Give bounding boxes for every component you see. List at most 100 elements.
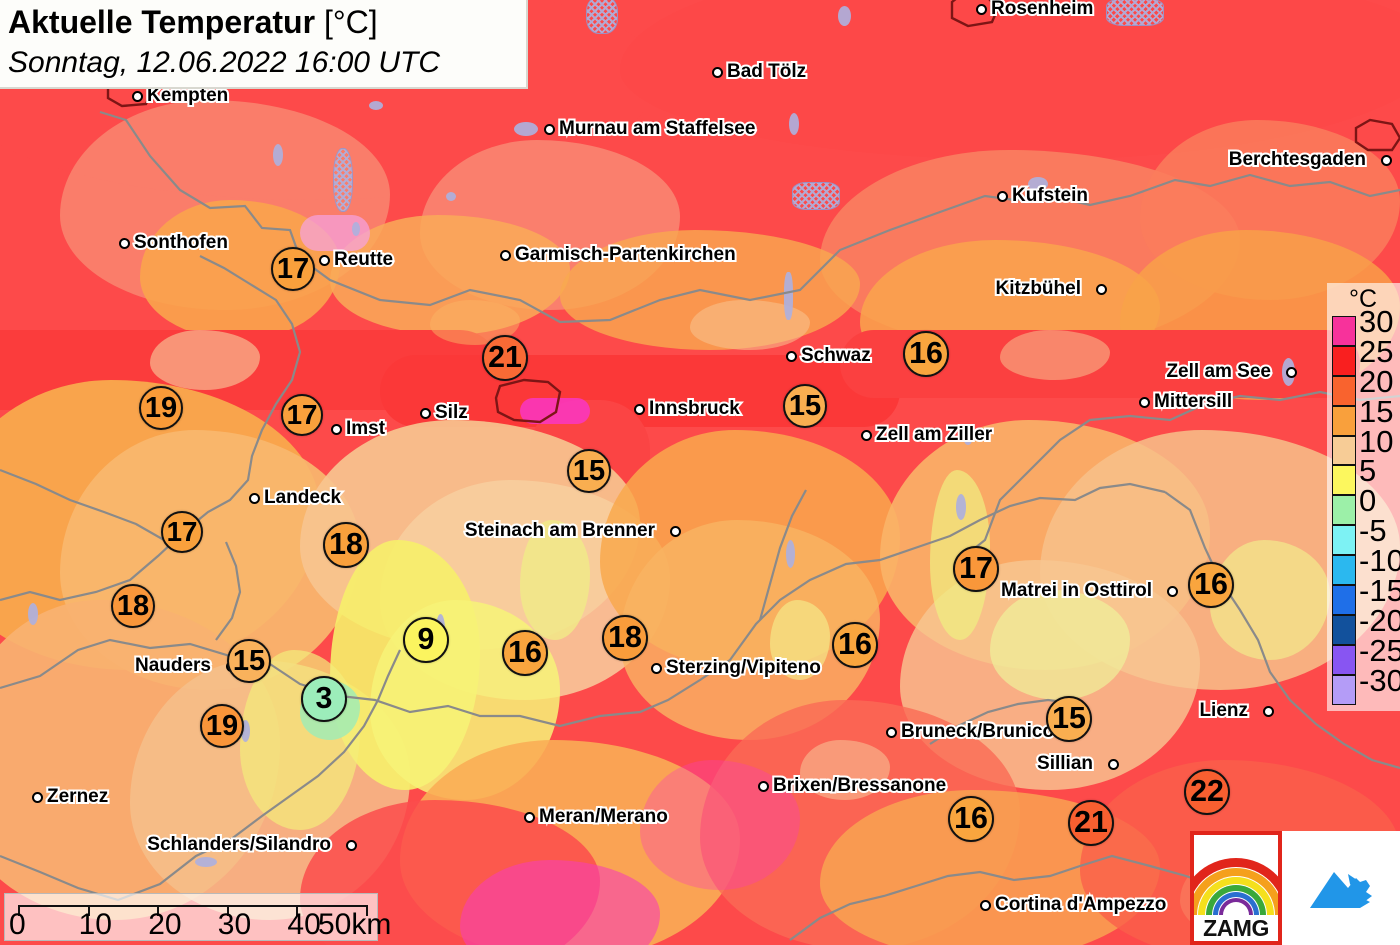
station-temperature-marker[interactable]: 17 [271, 247, 315, 291]
city-dot-icon [1139, 397, 1150, 408]
station-temperature-marker[interactable]: 18 [111, 584, 155, 628]
legend-band: 5 [1332, 455, 1376, 496]
legend-swatch [1332, 465, 1356, 496]
station-temperature-marker[interactable]: 21 [482, 335, 528, 381]
city-dot-icon [712, 67, 723, 78]
lake [784, 272, 793, 320]
legend-swatch [1332, 316, 1356, 346]
city-dot-icon [1263, 706, 1274, 717]
legend-swatch [1332, 644, 1356, 675]
city-label: Cortina d'Ampezzo [993, 892, 1168, 917]
temperature-legend: °C 30 25 20 15 10 5 0 -5 -10 -15 -20 -25 -30 [1327, 283, 1400, 711]
legend-band: 10 [1332, 426, 1393, 466]
city-dot-icon [1381, 155, 1392, 166]
city-dot-icon [524, 812, 535, 823]
city-dot-icon [997, 191, 1008, 202]
legend-band: -25 [1332, 635, 1400, 675]
legend-band: -10 [1332, 545, 1400, 586]
station-temperature-marker[interactable]: 15 [567, 449, 611, 493]
map-title-box: Aktuelle Temperatur [°C] Sonntag, 12.06.… [0, 0, 528, 89]
city-label: Schwaz [799, 343, 873, 368]
station-temperature-value: 19 [205, 709, 239, 742]
legend-unit-label: °C [1349, 285, 1378, 313]
station-temperature-marker[interactable]: 22 [1184, 769, 1230, 815]
station-temperature-marker[interactable]: 19 [200, 704, 244, 748]
city-label: Landeck [262, 485, 343, 510]
legend-band-label: -20 [1359, 602, 1400, 638]
lake [1106, 0, 1164, 26]
legend-band-label: -25 [1359, 632, 1400, 668]
lake [786, 540, 795, 568]
city-label: Mittersill [1152, 389, 1234, 414]
logo-group: ZAMG [1190, 831, 1400, 945]
station-temperature-marker[interactable]: 15 [783, 384, 827, 428]
scale-bar-label: 0 [9, 908, 26, 941]
station-temperature-marker[interactable]: 15 [1046, 696, 1092, 742]
city-dot-icon [670, 526, 681, 537]
station-temperature-marker[interactable]: 3 [301, 676, 347, 722]
station-temperature-marker[interactable]: 16 [903, 331, 949, 377]
legend-band-label: 30 [1359, 304, 1394, 339]
lake [1028, 177, 1048, 191]
station-temperature-marker[interactable]: 9 [403, 617, 449, 663]
scale-bar-tick [87, 905, 90, 916]
station-temperature-value: 21 [1074, 806, 1108, 839]
station-temperature-value: 18 [116, 589, 150, 622]
city-label: Reutte [332, 247, 395, 272]
legend-band: 20 [1332, 366, 1393, 406]
station-temperature-marker[interactable]: 21 [1068, 800, 1114, 846]
station-temperature-value: 18 [329, 528, 363, 561]
lake [956, 494, 966, 520]
scale-bar-label: 30 [217, 908, 252, 941]
station-temperature-marker[interactable]: 18 [602, 615, 648, 661]
station-temperature-marker[interactable]: 16 [502, 630, 548, 676]
lake [963, 427, 973, 445]
city-dot-icon [1167, 586, 1178, 597]
blue-mountain-arrow-icon [1310, 872, 1372, 908]
station-temperature-marker[interactable]: 17 [281, 394, 323, 436]
scale-bar-label: 20 [148, 908, 182, 941]
station-temperature-marker[interactable]: 17 [161, 511, 203, 553]
city-label: Sonthofen [132, 230, 230, 255]
city-dot-icon [634, 404, 645, 415]
title-main: Aktuelle Temperatur [8, 4, 316, 40]
scale-bar-tick [366, 905, 368, 916]
city-dot-icon [1286, 367, 1297, 378]
station-temperature-marker[interactable]: 18 [323, 522, 369, 568]
lake [789, 113, 799, 135]
city-dot-icon [544, 124, 555, 135]
city-label: Meran/Merano [537, 804, 670, 829]
lake [28, 603, 38, 625]
station-temperature-marker[interactable]: 19 [139, 386, 183, 430]
title-datetime: Sonntag, 12.06.2022 16:00 UTC [8, 46, 440, 79]
city-dot-icon [1096, 284, 1107, 295]
scale-bar-tick [18, 905, 20, 916]
legend-band: -20 [1332, 605, 1400, 645]
station-temperature-marker[interactable]: 15 [227, 639, 271, 683]
legend-band-label: -5 [1359, 513, 1387, 549]
lake [838, 6, 851, 26]
city-label: Lienz [1197, 698, 1250, 723]
station-temperature-marker[interactable]: 16 [1188, 562, 1234, 608]
city-label: Innsbruck [647, 396, 742, 421]
city-dot-icon [420, 408, 431, 419]
city-label: Sillian [1035, 751, 1095, 776]
station-temperature-value: 17 [959, 552, 993, 585]
city-dot-icon [1108, 759, 1119, 770]
station-temperature-marker[interactable]: 17 [953, 546, 999, 592]
station-temperature-value: 16 [508, 636, 542, 669]
scale-bar-label: 10 [78, 908, 112, 941]
station-temperature-marker[interactable]: 16 [948, 796, 994, 842]
station-temperature-marker[interactable]: 16 [832, 622, 878, 668]
station-temperature-value: 22 [1190, 775, 1224, 808]
legend-band-label: 0 [1359, 483, 1377, 519]
lake [586, 0, 618, 34]
zamg-logo: ZAMG [1190, 831, 1282, 945]
city-label: Zell am See [1164, 359, 1273, 384]
scale-bar: 0 10 20 30 40 50km [4, 893, 391, 941]
city-dot-icon [132, 91, 143, 102]
station-temperature-value: 17 [276, 252, 310, 285]
lake [446, 192, 456, 201]
city-dot-icon [758, 781, 769, 792]
